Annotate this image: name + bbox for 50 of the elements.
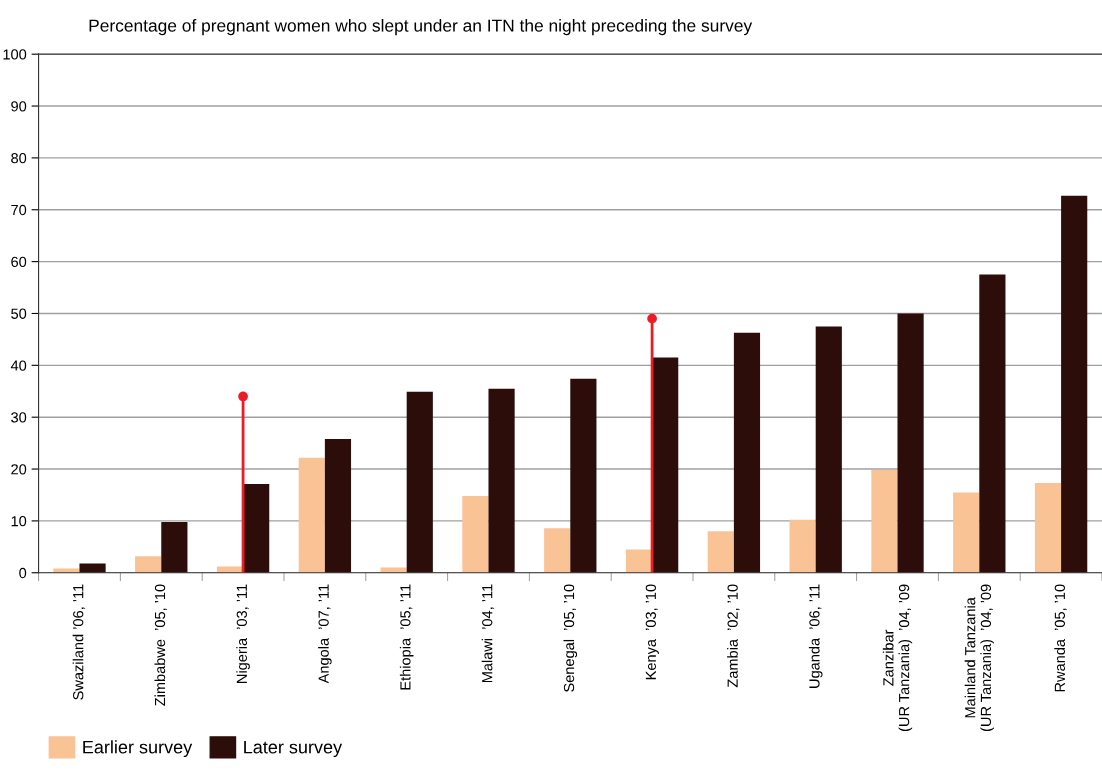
bar	[652, 357, 679, 573]
y-tick-label: 50	[11, 308, 27, 319]
x-tick-label: Kenya ’03, ’10	[645, 584, 659, 680]
bar	[570, 378, 597, 573]
x-tick-label: Uganda ’06, ’11	[808, 584, 823, 688]
y-tick-label: 70	[11, 204, 27, 216]
bar	[406, 391, 433, 573]
bar	[953, 492, 980, 573]
bar	[733, 332, 761, 573]
y-tick-label: 30	[11, 412, 27, 423]
x-tick-label: Angola ’07, ’11	[318, 584, 332, 684]
y-tick-label: 90	[11, 101, 27, 112]
bar	[324, 438, 352, 573]
x-tick-label: Mainland Tanzania (UR Tanzania) ’04, ’09	[964, 584, 994, 732]
x-tick-label: Malawi ’04, ’11	[481, 584, 495, 683]
x-tick-label: Rwanda ’05, ’10	[1054, 584, 1067, 692]
bar	[871, 470, 898, 573]
bar	[789, 519, 816, 573]
y-tick-label: 0	[19, 567, 27, 579]
bar	[1061, 195, 1088, 573]
x-tick-label: Zimbabwe ’05, ’10	[154, 584, 167, 706]
bar	[815, 326, 842, 573]
bar	[1034, 483, 1062, 573]
y-tick-label: 100	[3, 49, 27, 60]
bar	[897, 313, 924, 573]
bar	[544, 528, 571, 573]
y-tick-label: 60	[11, 256, 27, 268]
bar	[625, 549, 653, 573]
x-tick-label: Zanzibar (UR Tanzania) ’04, ’09	[882, 584, 913, 732]
bar	[298, 457, 325, 573]
bar	[243, 484, 270, 573]
x-tick-label: Zambia ’02, ’10	[727, 584, 740, 688]
bar	[462, 496, 489, 573]
bar	[79, 563, 106, 573]
y-tick-label: 80	[11, 153, 27, 164]
bar	[488, 388, 515, 573]
y-tick-label: 40	[10, 360, 27, 371]
y-tick-label: 10	[11, 516, 27, 527]
bar	[135, 556, 162, 573]
bar	[707, 531, 734, 573]
x-tick-label: Swaziland ’06, ’11	[72, 584, 86, 700]
x-tick-label: Senegal ’05, ’10	[563, 584, 578, 692]
y-tick-label: 20	[11, 464, 27, 475]
x-tick-label: Ethiopia ’05, ’11	[399, 584, 414, 690]
x-tick-label: Nigeria ’03, ’11	[236, 584, 250, 683]
legend-label: Earlier survey	[83, 740, 193, 758]
legend-label: Later survey	[244, 740, 343, 758]
bar	[161, 521, 188, 573]
bar	[979, 274, 1006, 573]
chart-title: Percentage of pregnant women who slept under an ITN the night preceding the survey	[89, 19, 753, 36]
